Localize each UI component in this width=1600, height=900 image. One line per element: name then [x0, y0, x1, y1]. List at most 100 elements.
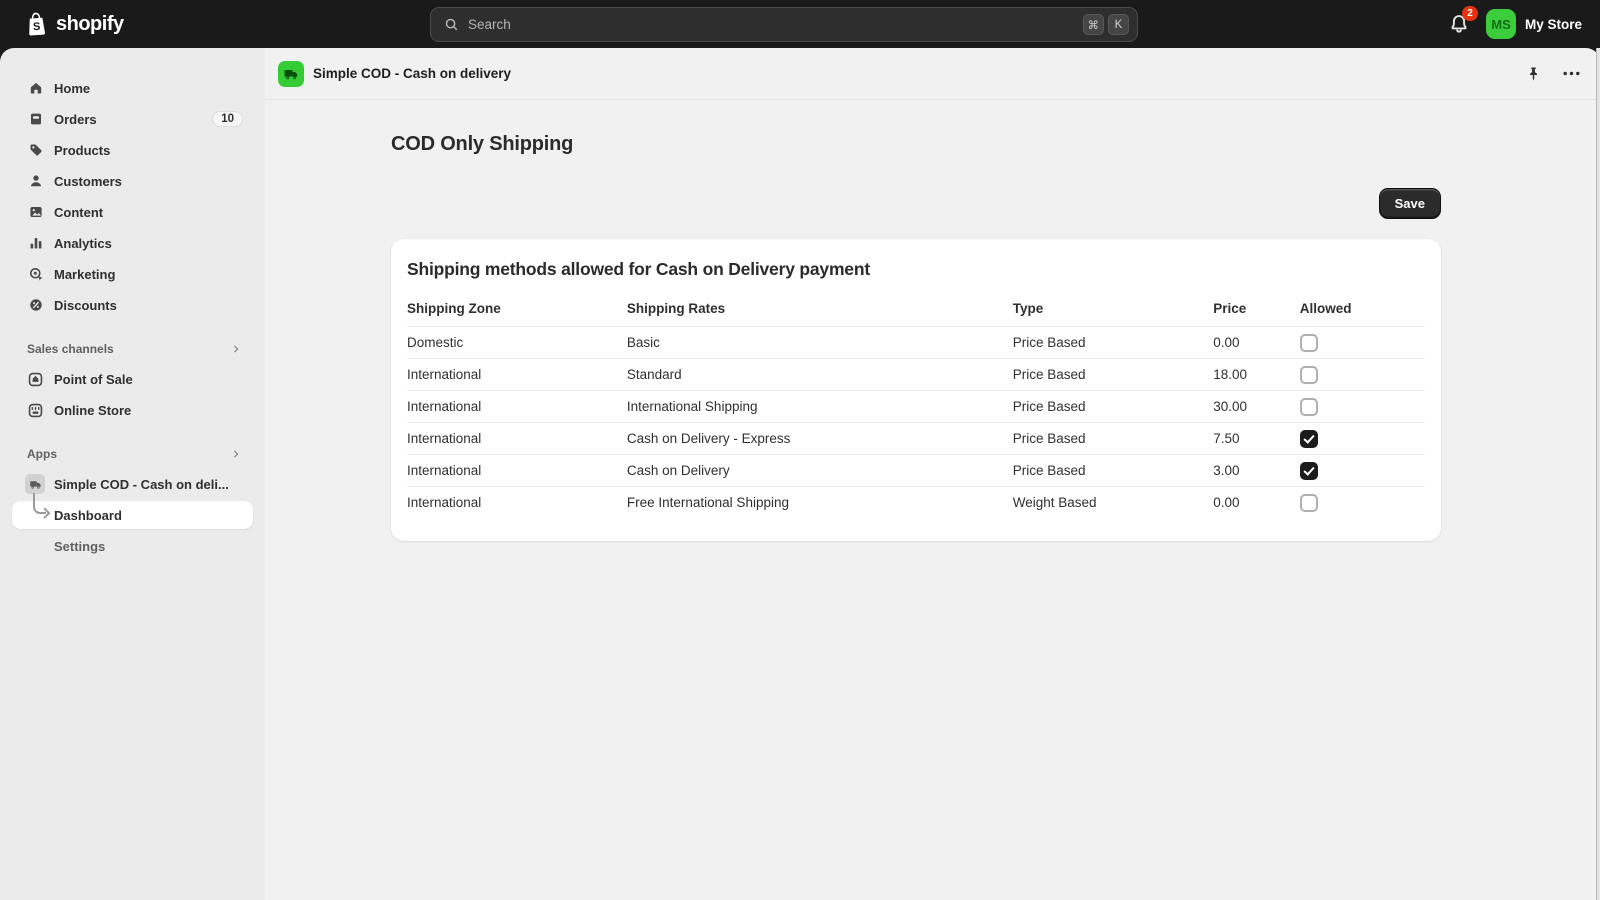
notification-count-badge: 2 [1461, 6, 1478, 21]
column-header-allowed: Allowed [1299, 293, 1425, 327]
save-row: Save [391, 188, 1441, 219]
sidebar-item-content[interactable]: Content [12, 198, 253, 226]
cell-type: Weight Based [1012, 495, 1097, 511]
cell-price: 18.00 [1213, 358, 1300, 391]
store-menu[interactable]: MS My Store [1485, 9, 1582, 39]
column-header-shipping-rates: Shipping Rates [626, 293, 1013, 327]
cod-app-icon-large [278, 60, 304, 87]
cell-type: Price Based [1012, 422, 1214, 455]
cell-price: 0.00 [1213, 326, 1300, 359]
tag-icon [27, 142, 44, 159]
cell-type: Price Based [1012, 454, 1214, 487]
allowed-checkbox[interactable] [1299, 461, 1318, 480]
table-row: International Cash on Delivery - Express… [407, 422, 1425, 455]
page-header: Simple COD - Cash on delivery [265, 48, 1600, 100]
pin-button[interactable] [1524, 65, 1542, 83]
shipping-methods-card: Shipping methods allowed for Cash on Del… [391, 239, 1441, 541]
app-title: Simple COD - Cash on delivery [313, 66, 512, 81]
topbar: S shopify Search ⌘ K 2 MS [0, 0, 1600, 48]
sidebar-item-label: Marketing [54, 266, 116, 282]
app-frame: Home Orders 10 Products Customers [0, 48, 1600, 900]
table-row: International Cash on Delivery Price Bas… [407, 454, 1425, 487]
allowed-checkbox[interactable] [1299, 397, 1318, 416]
sidebar-item-simple-cod-app[interactable]: Simple COD - Cash on deli... [12, 470, 253, 498]
allowed-checkbox[interactable] [1299, 493, 1318, 512]
sidebar-item-home[interactable]: Home [12, 74, 253, 102]
more-options-button[interactable] [1562, 65, 1580, 83]
cell-price: 30.00 [1213, 390, 1300, 423]
sidebar-item-settings[interactable]: Settings [12, 532, 253, 560]
shopify-logo[interactable]: S shopify [24, 0, 124, 48]
sidebar-item-dashboard[interactable]: Dashboard [12, 493, 253, 529]
sidebar-item-products[interactable]: Products [12, 136, 253, 164]
store-name: My Store [1524, 16, 1582, 32]
cell-price: 7.50 [1213, 422, 1300, 455]
store-avatar: MS [1485, 9, 1516, 39]
save-button[interactable]: Save [1378, 188, 1441, 219]
sidebar-item-label: Customers [54, 173, 122, 189]
sidebar-item-customers[interactable]: Customers [12, 167, 253, 195]
sidebar-item-label: Settings [54, 538, 106, 554]
search-icon [444, 17, 459, 32]
svg-text:S: S [33, 20, 41, 32]
shopify-bag-icon: S [24, 11, 49, 38]
search-shortcut: ⌘ K [1082, 14, 1129, 35]
cell-rate: International Shipping [626, 390, 1013, 423]
sidebar-item-marketing[interactable]: Marketing [12, 260, 253, 288]
orders-icon [27, 111, 44, 128]
sidebar: Home Orders 10 Products Customers [0, 48, 265, 900]
sidebar-item-analytics[interactable]: Analytics [12, 229, 253, 257]
chevron-right-icon [231, 344, 241, 354]
shipping-methods-table: Shipping Zone Shipping Rates Type Price … [407, 293, 1425, 519]
page-body: COD Only Shipping Save Shipping methods … [391, 133, 1441, 541]
search-input[interactable]: Search ⌘ K [430, 7, 1138, 42]
person-icon [27, 173, 44, 190]
table-header-row: Shipping Zone Shipping Rates Type Price … [407, 293, 1425, 327]
cmd-key: ⌘ [1082, 14, 1104, 35]
cell-price: 0.00 [1213, 495, 1240, 511]
allowed-checkbox[interactable] [1299, 333, 1318, 352]
sidebar-item-label: Point of Sale [54, 371, 133, 387]
orders-count-badge: 10 [212, 111, 243, 127]
sidebar-item-label: Content [54, 204, 104, 220]
sidebar-item-label: Dashboard [54, 507, 122, 523]
cell-zone: International [407, 454, 627, 487]
sidebar-section-apps[interactable]: Apps [12, 442, 253, 466]
table-row: International Free International Shippin… [407, 487, 1425, 519]
main-content: Simple COD - Cash on delivery COD Only S… [265, 48, 1600, 900]
sidebar-item-label: Products [54, 142, 111, 158]
sidebar-item-orders[interactable]: Orders 10 [12, 105, 253, 133]
sidebar-item-point-of-sale[interactable]: Point of Sale [12, 365, 253, 393]
column-header-type: Type [1012, 293, 1214, 327]
header-actions [1524, 65, 1580, 83]
topbar-actions: 2 MS My Store [1448, 0, 1582, 48]
cell-rate: Cash on Delivery [626, 454, 1013, 487]
sidebar-item-label: Analytics [54, 235, 112, 251]
sidebar-item-label: Home [54, 80, 91, 96]
tree-branch-icon [33, 493, 46, 514]
scrollbar[interactable] [1596, 48, 1600, 900]
percent-icon [27, 297, 44, 314]
cell-type: Price Based [1012, 358, 1214, 391]
cell-price: 3.00 [1213, 454, 1300, 487]
section-label: Sales channels [27, 342, 114, 356]
cell-type: Price Based [1012, 390, 1214, 423]
cell-zone: International [407, 495, 482, 511]
target-icon [27, 266, 44, 283]
home-icon [27, 80, 44, 97]
allowed-checkbox[interactable] [1299, 429, 1318, 448]
sidebar-section-sales-channels[interactable]: Sales channels [12, 337, 253, 361]
page-title: COD Only Shipping [391, 133, 574, 155]
storefront-icon [27, 402, 44, 419]
column-header-price: Price [1213, 293, 1300, 327]
notifications-button[interactable]: 2 [1448, 6, 1478, 35]
cell-zone: International [407, 422, 627, 455]
sidebar-item-online-store[interactable]: Online Store [12, 396, 253, 424]
allowed-checkbox[interactable] [1299, 365, 1318, 384]
sidebar-item-discounts[interactable]: Discounts [12, 291, 253, 319]
chevron-right-icon [231, 449, 241, 459]
table-row: International International Shipping Pri… [407, 390, 1425, 423]
cod-app-icon [25, 474, 45, 494]
cell-rate: Cash on Delivery - Express [626, 422, 1013, 455]
shopify-wordmark: shopify [56, 12, 124, 35]
